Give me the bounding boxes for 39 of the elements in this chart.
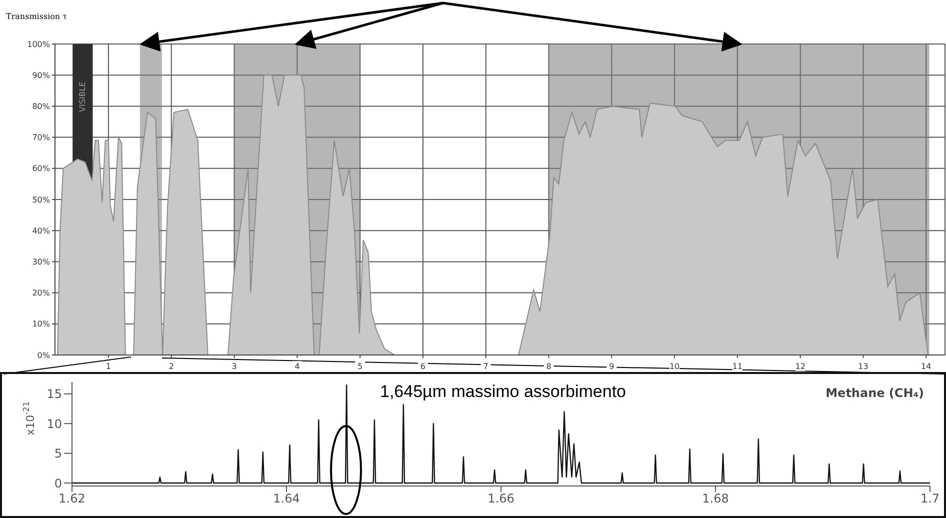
band-label: VISIBLE [78,82,88,112]
annotation: 1,645µm massimo assorbimento [380,382,626,402]
x-tick-label: 5 [358,362,363,371]
x-tick-label: 12 [795,362,806,371]
x-tick-label: 2 [168,362,174,371]
x-tick-label: 8 [546,362,552,371]
x-tick-label: 7 [483,362,488,371]
x-tick-label: 1.64 [273,492,300,506]
chart-title: Methane (CH₄) [826,386,924,400]
x-tick-label: 1.68 [702,492,729,506]
x-tick-label: 1.66 [488,492,514,506]
x-tick-label: 1 [106,362,112,371]
line-series [72,384,930,484]
y-tick-label: 80% [32,102,50,112]
y-tick-label: 60% [32,164,50,174]
x-tick-label: 6 [420,362,426,371]
y-tick-label: 10% [32,320,50,329]
y-tick-label: 5 [54,446,62,461]
y-axis-title: Transmission τ [6,12,68,21]
y-tick-label: 0% [37,350,50,360]
x-tick-label: 14 [921,362,932,371]
x-tick-label: 1.7 [920,492,940,506]
x-tick-label: 3 [232,362,237,371]
x-tick-label: 10 [669,362,680,371]
y-tick-label: 70% [32,133,50,142]
y-tick-label: 50% [32,195,50,204]
y-tick-label: 90% [32,70,50,80]
y-tick-label: 100% [27,40,50,49]
y-tick-label: 10 [46,416,62,431]
y-tick-label: 30% [32,258,50,267]
x-tick-label: 11 [732,362,743,371]
y-tick-label: 15 [46,387,62,402]
y-tick-label: 0 [54,476,62,490]
x-tick-label: 1.62 [58,492,86,506]
x-tick-label: 13 [858,362,868,371]
y-tick-label: 20% [32,288,50,298]
y-tick-label: 40% [32,226,50,236]
x-tick-label: 9 [609,362,614,371]
x-tick-label: 4 [294,362,300,371]
